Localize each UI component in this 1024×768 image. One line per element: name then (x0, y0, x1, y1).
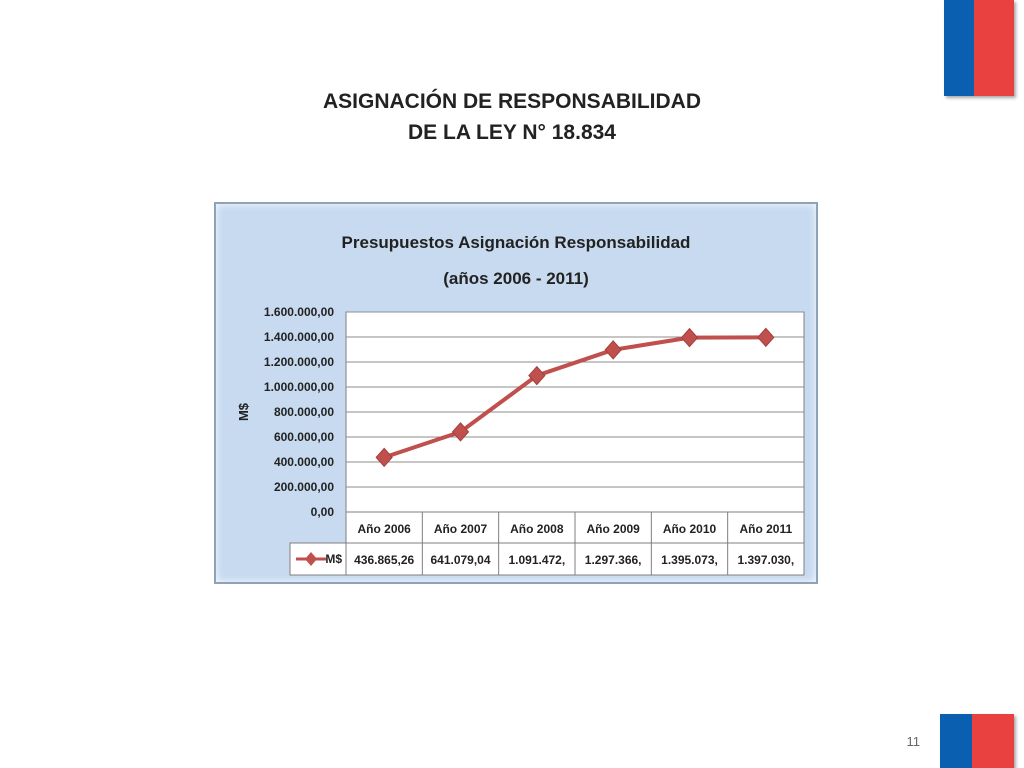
chart-panel: Presupuestos Asignación Responsabilidad (… (214, 202, 818, 584)
chart-title: Presupuestos Asignación Responsabilidad (342, 233, 691, 252)
data-point (528, 365, 546, 386)
series-line (383, 335, 766, 460)
table-value-row (289, 542, 805, 576)
y-tick-label: 1.400.000,00 (264, 330, 334, 344)
line-chart: Presupuestos Asignación Responsabilidad (… (236, 233, 805, 576)
chart-subtitle: (años 2006 - 2011) (443, 269, 589, 288)
y-tick-label: 0,00 (311, 505, 335, 519)
data-point (757, 327, 775, 348)
flag-stripe-top (944, 0, 1014, 96)
flag-blue-stripe (940, 714, 972, 768)
y-tick-label: 400.000,00 (274, 455, 334, 469)
slide-title-line-2: DE LA LEY N° 18.834 (408, 121, 616, 144)
page-number: 11 (906, 734, 921, 749)
data-point (680, 327, 699, 348)
x-category-label: Año 2011 (739, 522, 792, 536)
slide-title: ASIGNACIÓN DE RESPONSABILIDAD DE LA LEY … (212, 86, 812, 148)
y-tick-label: 800.000,00 (274, 405, 334, 419)
x-category-label: Año 2006 (357, 522, 411, 536)
table-value-label: 436.865,26 (354, 553, 414, 567)
table-value-label: 1.395.073, (661, 553, 718, 567)
table-value-label: 1.397.030, (737, 553, 794, 567)
legend-marker (305, 552, 317, 566)
flag-blue-stripe (944, 0, 974, 96)
flag-red-stripe (974, 0, 1014, 96)
y-tick-label: 1.200.000,00 (264, 355, 334, 369)
y-tick-label: 1.600.000,00 (264, 305, 334, 319)
y-axis-label: M$ (236, 402, 251, 421)
data-point (451, 422, 470, 442)
table-value-label: 1.091.472, (508, 553, 565, 567)
data-point (604, 340, 622, 360)
table-value-label: 1.297.366, (585, 553, 642, 567)
slide-title-line-1: ASIGNACIÓN DE RESPONSABILIDAD (322, 90, 702, 113)
flag-stripe-bottom (940, 714, 1014, 768)
y-tick-label: 1.000.000,00 (264, 380, 334, 394)
x-category-label: Año 2009 (586, 522, 640, 536)
x-category-label: Año 2010 (663, 522, 717, 536)
legend-label: M$ (325, 552, 342, 566)
y-tick-label: 600.000,00 (274, 430, 334, 444)
flag-red-stripe (972, 714, 1014, 768)
table-value-label: 641.079,04 (430, 553, 490, 567)
y-tick-label: 200.000,00 (274, 480, 334, 494)
x-category-label: Año 2008 (510, 522, 564, 536)
data-point (375, 447, 393, 468)
x-category-label: Año 2007 (434, 522, 488, 536)
